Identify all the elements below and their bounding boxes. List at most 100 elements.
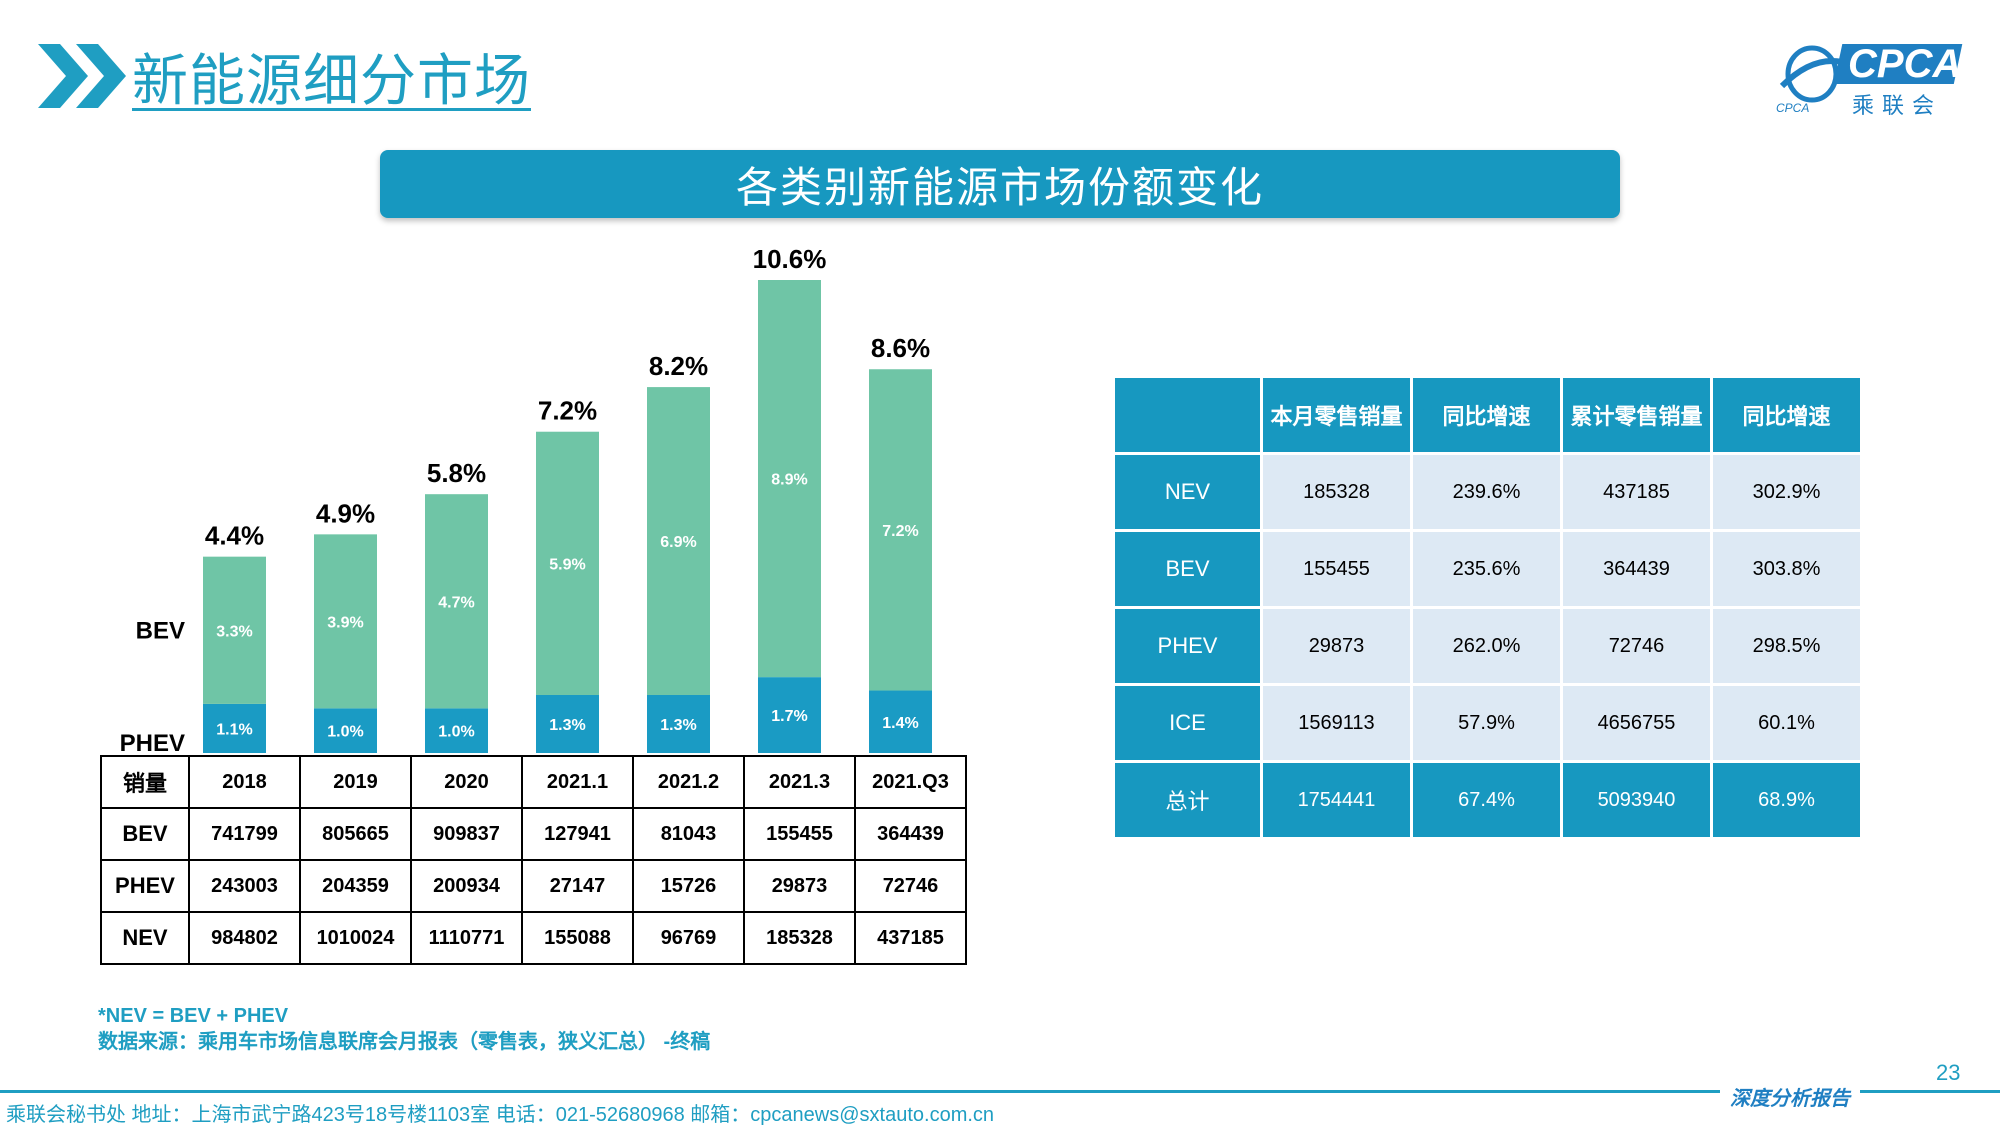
total-data-label: 10.6% bbox=[753, 244, 827, 274]
bev-data-label: 6.9% bbox=[660, 534, 696, 551]
legend-bev: BEV bbox=[136, 617, 185, 644]
bar-phev bbox=[203, 703, 266, 753]
total-data-label: 4.4% bbox=[205, 521, 264, 551]
table-cell: 2021.3 bbox=[743, 755, 856, 809]
table-cell: 68.9% bbox=[1713, 763, 1860, 837]
row-label: PHEV bbox=[100, 859, 190, 913]
table-cell: 364439 bbox=[854, 807, 967, 861]
table-row: PHEV 29873 262.0% 72746 298.5% bbox=[1115, 609, 1860, 683]
bev-data-label: 3.9% bbox=[327, 614, 363, 631]
table-cell: 437185 bbox=[854, 911, 967, 965]
footer-divider bbox=[0, 1090, 2000, 1093]
table-cell: 4656755 bbox=[1563, 686, 1710, 760]
bar-bev bbox=[647, 387, 710, 695]
notes: *NEV = BEV + PHEV 数据来源：乘用车市场信息联席会月报表（零售表… bbox=[98, 1003, 710, 1055]
bar-phev bbox=[647, 694, 710, 753]
phev-data-label: 1.0% bbox=[438, 724, 474, 741]
footer-contact: 乘联会秘书处 地址：上海市武宁路423号18号楼1103室 电话：021-526… bbox=[6, 1104, 995, 1126]
table-cell: 364439 bbox=[1563, 532, 1710, 606]
bar-phev bbox=[869, 690, 932, 753]
table-cell: 1754441 bbox=[1263, 763, 1410, 837]
table-cell: 262.0% bbox=[1413, 609, 1560, 683]
phev-data-label: 1.3% bbox=[660, 717, 696, 734]
total-data-label: 8.6% bbox=[871, 333, 930, 363]
table-row: 总计 1754441 67.4% 5093940 68.9% bbox=[1115, 763, 1860, 837]
table-cell: 27147 bbox=[521, 859, 634, 913]
total-data-label: 7.2% bbox=[538, 396, 597, 426]
table-cell: 29873 bbox=[743, 859, 856, 913]
logo-subtext: CPCA bbox=[1776, 101, 1809, 115]
table-cell: 302.9% bbox=[1713, 455, 1860, 529]
row-label: 总计 bbox=[1115, 763, 1260, 837]
cpca-logo-icon: CPCA bbox=[1776, 44, 1963, 115]
table-cell: 1010024 bbox=[299, 911, 412, 965]
logo-text: CPCA bbox=[1848, 42, 1962, 86]
table-row: NEV 185328 239.6% 437185 302.9% bbox=[1115, 455, 1860, 529]
table-row: BEV 741799 805665 909837 127941 81043 155455 36… bbox=[100, 807, 967, 861]
legend-phev: PHEV bbox=[120, 730, 185, 757]
bev-data-label: 7.2% bbox=[882, 523, 918, 540]
table-cell: 67.4% bbox=[1413, 763, 1560, 837]
row-label: ICE bbox=[1115, 686, 1260, 760]
column-header: 累计零售销量 bbox=[1563, 378, 1710, 452]
table-cell: 2018 bbox=[188, 755, 301, 809]
bar-bev bbox=[869, 369, 932, 691]
table-header-row: 销量 2018 2019 2020 2021.1 2021.2 2021.3 2021.Q3 bbox=[100, 755, 967, 809]
table-cell: 127941 bbox=[521, 807, 634, 861]
table-cell: 185328 bbox=[1263, 455, 1410, 529]
bev-data-label: 8.9% bbox=[771, 472, 807, 489]
phev-data-label: 1.7% bbox=[771, 708, 807, 725]
bar-phev bbox=[758, 677, 821, 753]
column-header: 同比增速 bbox=[1413, 378, 1560, 452]
table-cell: 29873 bbox=[1263, 609, 1410, 683]
table-header-row: 本月零售销量 同比增速 累计零售销量 同比增速 bbox=[1115, 378, 1860, 452]
table-cell: 60.1% bbox=[1713, 686, 1860, 760]
table-cell: 81043 bbox=[632, 807, 745, 861]
sales-table: 销量 2018 2019 2020 2021.1 2021.2 2021.3 2021.Q3 B… bbox=[100, 755, 967, 965]
stacked-bar-chart: 1.1% 3.3% 4.4% 1.0% 3.9% 4.9% 1.0% 4.7% 5.8% 1.3%… bbox=[120, 244, 932, 757]
table-cell: 239.6% bbox=[1413, 455, 1560, 529]
table-cell: 909837 bbox=[410, 807, 523, 861]
phev-data-label: 1.0% bbox=[327, 724, 363, 741]
table-cell: 155455 bbox=[743, 807, 856, 861]
table-cell: 1569113 bbox=[1263, 686, 1410, 760]
table-cell: 155455 bbox=[1263, 532, 1410, 606]
table-cell: 200934 bbox=[410, 859, 523, 913]
row-label: NEV bbox=[100, 911, 190, 965]
table-cell: 1110771 bbox=[410, 911, 523, 965]
bar-bev bbox=[314, 534, 377, 709]
table-cell: 57.9% bbox=[1413, 686, 1560, 760]
table-cell: 5093940 bbox=[1563, 763, 1710, 837]
table-cell: 741799 bbox=[188, 807, 301, 861]
column-header: 本月零售销量 bbox=[1263, 378, 1410, 452]
footer-tag: 深度分析报告 bbox=[1720, 1082, 1860, 1111]
bar-bev bbox=[758, 280, 821, 678]
table-cell: 72746 bbox=[1563, 609, 1710, 683]
table-cell: 235.6% bbox=[1413, 532, 1560, 606]
table-cell: 72746 bbox=[854, 859, 967, 913]
row-label: PHEV bbox=[1115, 609, 1260, 683]
table-cell: 2020 bbox=[410, 755, 523, 809]
row-label: BEV bbox=[100, 807, 190, 861]
total-data-label: 8.2% bbox=[649, 351, 708, 381]
bar-phev bbox=[536, 694, 599, 753]
logo-cn-text: 乘联会 bbox=[1852, 93, 1943, 118]
table-cell: 303.8% bbox=[1713, 532, 1860, 606]
phev-data-label: 1.4% bbox=[882, 715, 918, 732]
bar-bev bbox=[203, 556, 266, 704]
note-definition: *NEV = BEV + PHEV bbox=[98, 1005, 289, 1027]
total-data-label: 5.8% bbox=[427, 458, 486, 488]
table-cell: 96769 bbox=[632, 911, 745, 965]
table-cell: 298.5% bbox=[1713, 609, 1860, 683]
bar-phev bbox=[425, 708, 488, 753]
table-cell: 243003 bbox=[188, 859, 301, 913]
page-number: 23 bbox=[1936, 1060, 1961, 1085]
row-label: NEV bbox=[1115, 455, 1260, 529]
table-cell: 984802 bbox=[188, 911, 301, 965]
phev-data-label: 1.1% bbox=[216, 721, 252, 738]
bev-data-label: 4.7% bbox=[438, 594, 474, 611]
table-cell: 437185 bbox=[1563, 455, 1710, 529]
row-label: 销量 bbox=[100, 755, 190, 809]
chevron-double-right-icon bbox=[38, 44, 126, 108]
table-row: PHEV 243003 204359 200934 27147 15726 29873 727… bbox=[100, 859, 967, 913]
